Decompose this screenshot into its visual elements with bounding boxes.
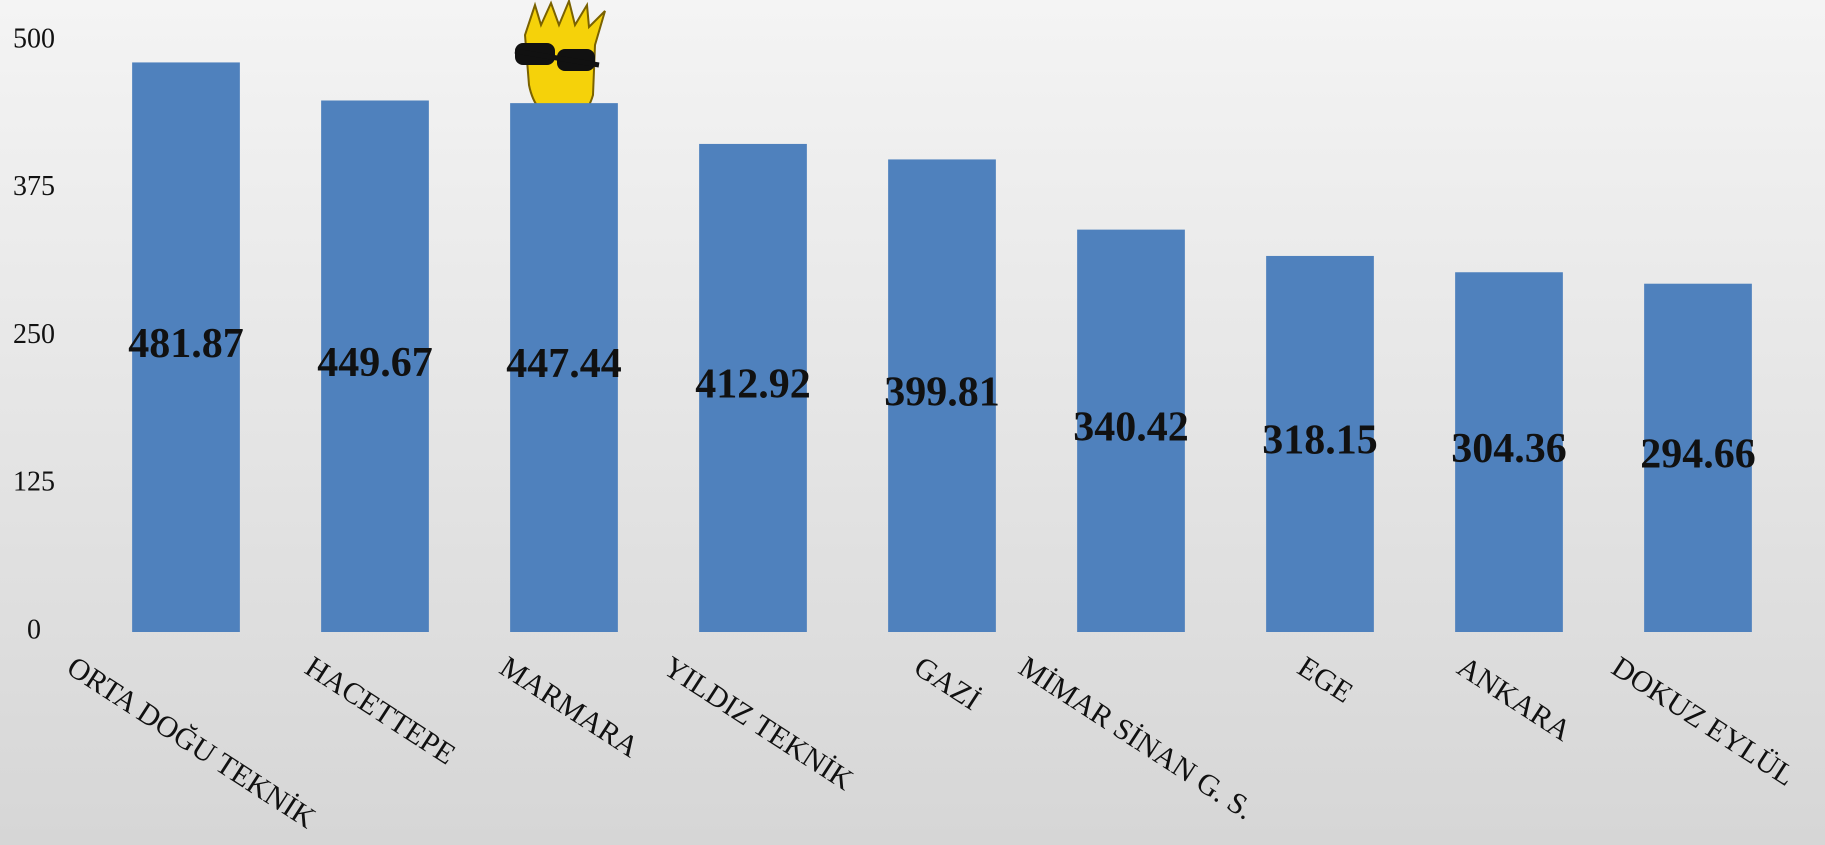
y-tick-label: 500: [13, 23, 55, 54]
y-tick-label: 0: [27, 614, 41, 645]
data-label: 481.87: [128, 321, 244, 367]
bar: [1077, 229, 1185, 632]
y-tick-label: 375: [13, 171, 55, 202]
data-label: 304.36: [1451, 426, 1567, 472]
data-label: 412.92: [695, 362, 811, 408]
bar: [1644, 283, 1752, 632]
data-label: 294.66: [1640, 431, 1756, 477]
data-label: 318.15: [1262, 418, 1378, 464]
data-label: 340.42: [1073, 404, 1189, 450]
bar: [888, 159, 996, 633]
y-tick-label: 125: [13, 467, 55, 498]
data-label: 449.67: [317, 340, 433, 386]
bar: [321, 100, 429, 633]
bar: [510, 103, 618, 633]
bar: [699, 143, 807, 632]
y-tick-label: 250: [13, 319, 55, 350]
data-label: 399.81: [884, 369, 1000, 415]
bar: [132, 62, 240, 632]
bar: [1455, 272, 1563, 632]
bar: [1266, 255, 1374, 632]
data-label: 447.44: [506, 341, 622, 387]
